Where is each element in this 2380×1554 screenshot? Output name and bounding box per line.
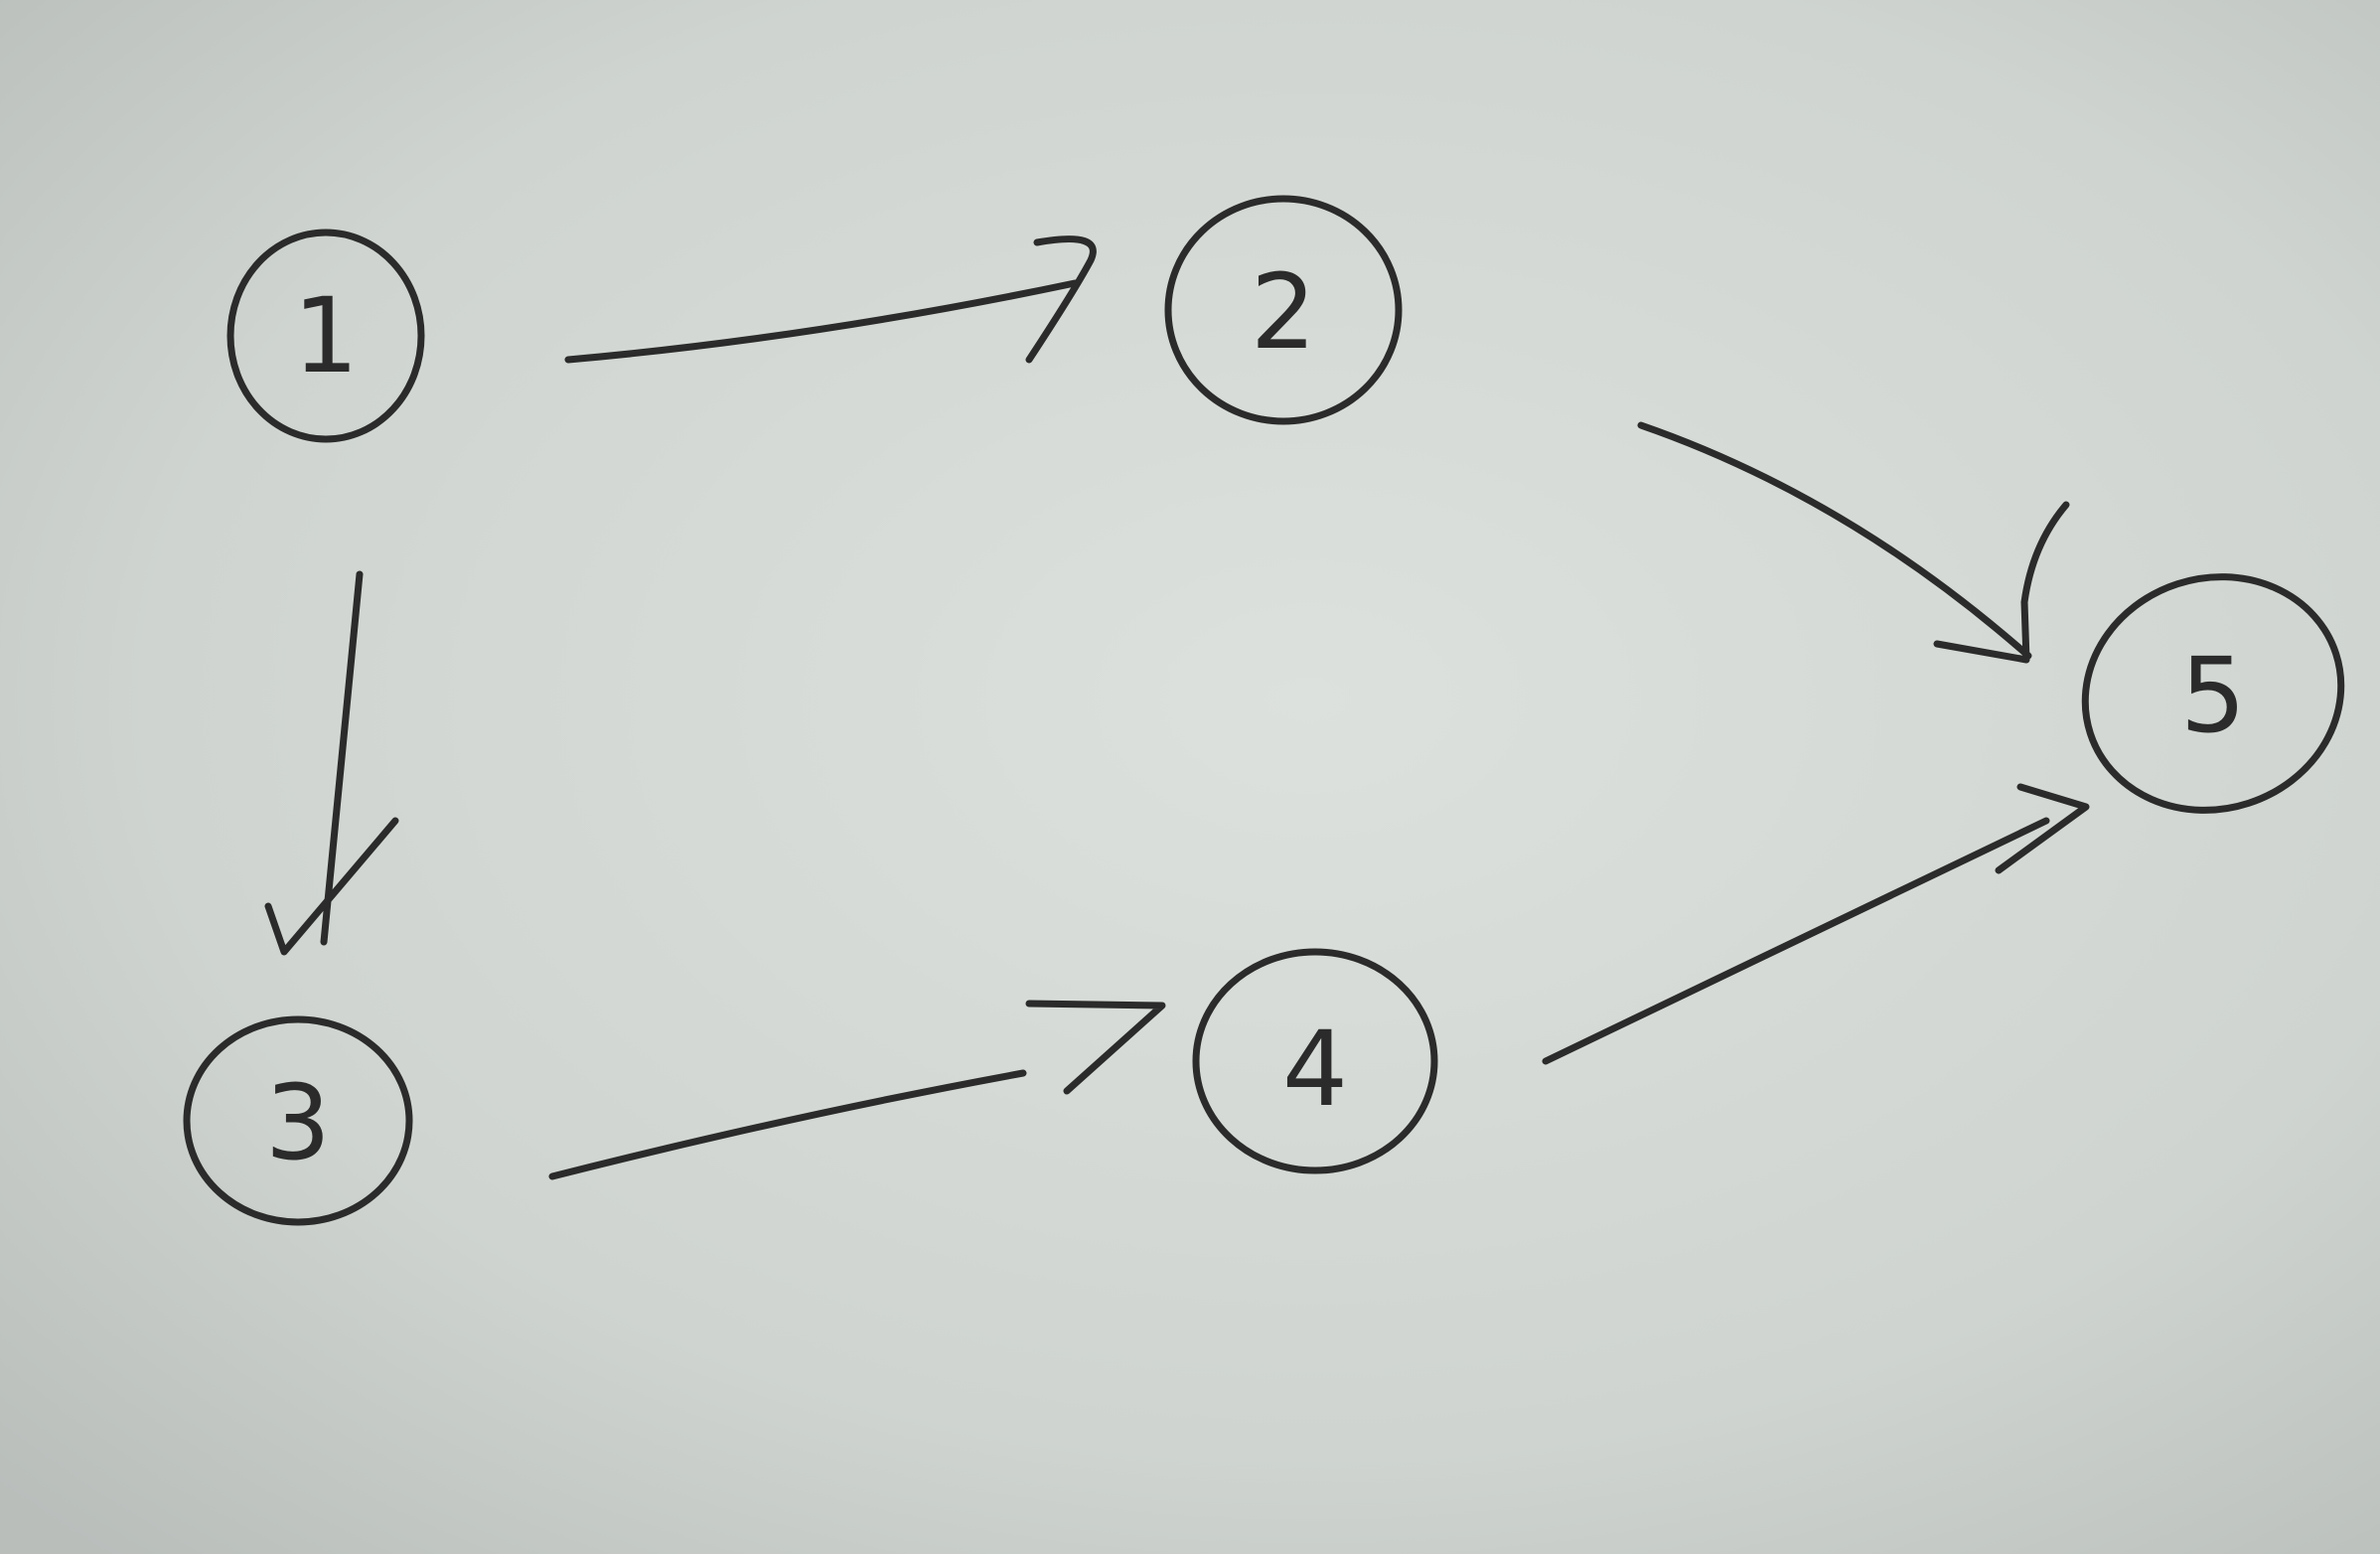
edge-2-to-5-arrowhead bbox=[1933, 501, 2070, 664]
edge-4-to-5-arrowhead bbox=[1995, 783, 2090, 874]
edge-4-to-5 bbox=[1542, 783, 2090, 1065]
edge-1-to-3-arrowhead bbox=[264, 817, 399, 956]
edge-2-to-5 bbox=[1637, 421, 2070, 664]
node-1-circle bbox=[226, 229, 425, 443]
edge-1-to-3-line bbox=[320, 570, 364, 946]
node-3-circle bbox=[183, 1015, 413, 1226]
edge-1-to-2-line bbox=[564, 279, 1079, 364]
node-2: 2 bbox=[1164, 195, 1403, 425]
edge-2-to-5-line bbox=[1637, 421, 2032, 660]
node-1-label: 1 bbox=[293, 275, 359, 396]
edge-1-to-2 bbox=[564, 235, 1097, 364]
node-2-circle bbox=[1164, 195, 1403, 425]
edge-4-to-5-line bbox=[1542, 817, 2050, 1065]
node-4-circle bbox=[1192, 948, 1438, 1174]
node-2-label: 2 bbox=[1251, 251, 1316, 373]
node-3: 3 bbox=[183, 1015, 413, 1226]
node-1: 1 bbox=[226, 229, 425, 443]
node-3-label: 3 bbox=[265, 1062, 331, 1183]
node-5: 5 bbox=[2081, 573, 2345, 814]
node-4-label: 4 bbox=[1282, 1009, 1348, 1130]
edge-1-to-3 bbox=[264, 570, 399, 956]
node-5-label: 5 bbox=[2180, 635, 2246, 756]
node-4: 4 bbox=[1192, 948, 1438, 1174]
edge-3-to-4-arrowhead bbox=[1025, 1000, 1166, 1095]
edge-1-to-2-arrowhead bbox=[1025, 235, 1097, 364]
edge-3-to-4-line bbox=[548, 1069, 1027, 1180]
node-5-circle bbox=[2081, 573, 2345, 814]
edge-3-to-4 bbox=[548, 1000, 1166, 1180]
